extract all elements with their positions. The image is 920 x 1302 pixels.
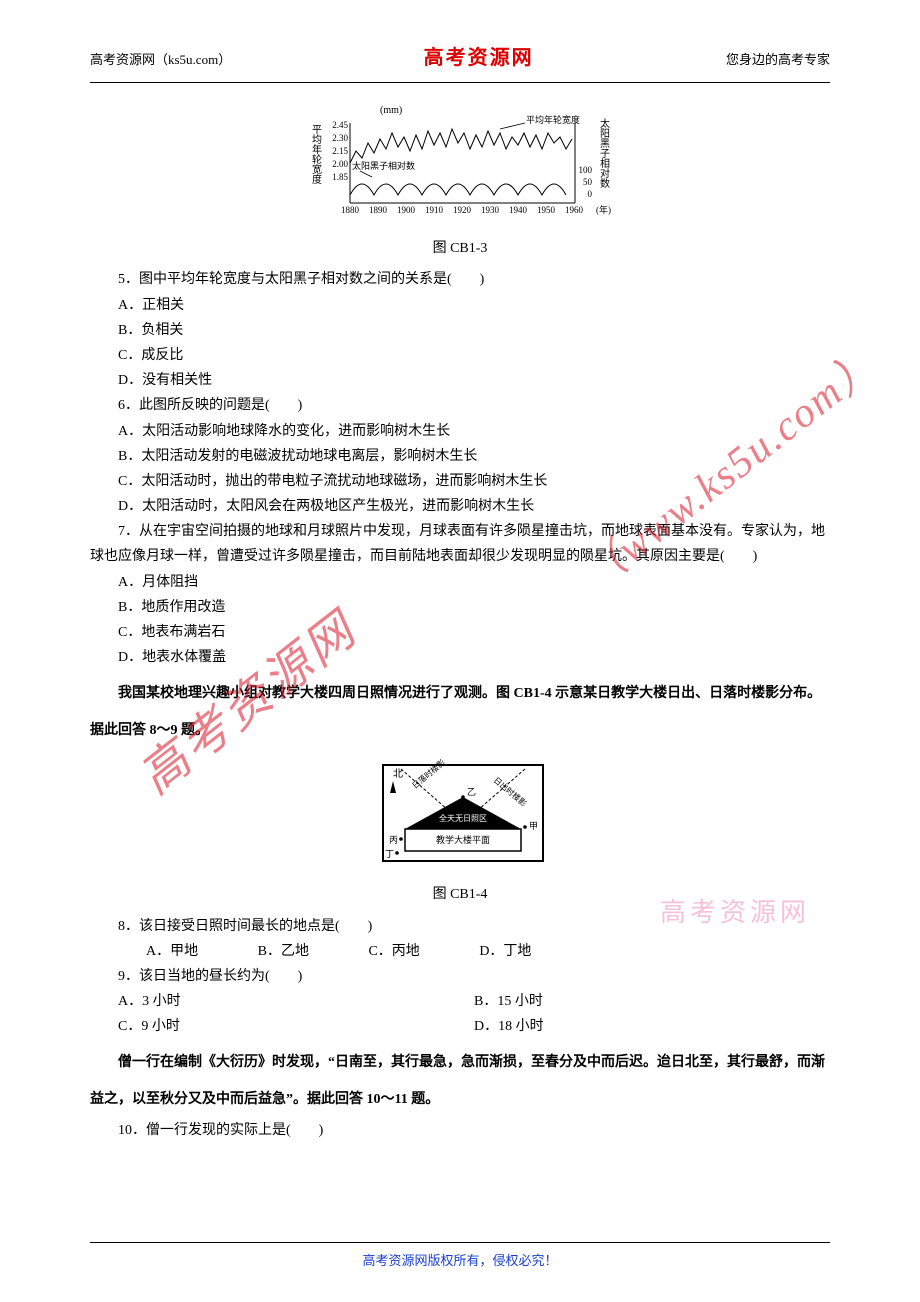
q9-d: D．18 小时: [474, 1014, 830, 1039]
q6-stem: 6．此图所反映的问题是( ): [90, 393, 830, 418]
q9-b: B．15 小时: [474, 989, 830, 1014]
chart-label-top: 平均年轮宽度: [526, 114, 580, 125]
chart-yr-1: 50: [583, 177, 593, 187]
q7-c: C．地表布满岩石: [90, 620, 830, 645]
q5-a: A．正相关: [90, 293, 830, 318]
building-label: 教学大楼平面: [436, 834, 490, 845]
q9-c: C．9 小时: [118, 1014, 474, 1039]
q8-b: B．乙地: [230, 939, 309, 964]
chart-series-ring: [350, 129, 572, 163]
q5-d: D．没有相关性: [90, 368, 830, 393]
page: （www.ks5u.com） 高考资源网 高考资源网 高考资源网（ks5u.co…: [0, 0, 920, 1302]
q8-a: A．甲地: [118, 939, 198, 964]
chart-x-6: 1940: [509, 205, 528, 215]
q6-a: A．太阳活动影响地球降水的变化，进而影响树木生长: [90, 419, 830, 444]
diagram-svg: 北 全天无日照区 教学大楼平面 日落时楼影 日出时楼影 乙 甲 丙 丁: [365, 759, 555, 869]
chart-svg: (mm) 平均年轮宽度 2.45 2.30 2.15 2.00 1.85 太阳黑…: [300, 103, 620, 223]
q9-a: A．3 小时: [118, 989, 474, 1014]
q8-opts: A．甲地 B．乙地 C．丙地 D．丁地: [90, 939, 830, 964]
pt-yi: 乙: [467, 787, 476, 797]
chart-cb1-3: (mm) 平均年轮宽度 2.45 2.30 2.15 2.00 1.85 太阳黑…: [90, 103, 830, 232]
dark-region: [405, 797, 521, 829]
diagram-caption: 图 CB1-4: [90, 882, 830, 907]
chart-caption-1: 图 CB1-3: [90, 236, 830, 261]
chart-x-1: 1890: [369, 205, 388, 215]
chart-x-2: 1900: [397, 205, 416, 215]
chart-yleft-label: 平均年轮宽度: [312, 125, 322, 186]
chart-x-8: 1960: [565, 205, 584, 215]
q7-b: B．地质作用改造: [90, 595, 830, 620]
chart-series-sunspot: [350, 184, 566, 195]
chart-label-bottom: 太阳黑子相对数: [352, 160, 415, 171]
pt-bing: 丙: [389, 835, 398, 845]
intro-1011: 僧一行在编制《大衍历》时发现，“日南至，其行最急，急而渐损，至春分及中而后迟。迨…: [90, 1045, 830, 1118]
diagram-cb1-4: 北 全天无日照区 教学大楼平面 日落时楼影 日出时楼影 乙 甲 丙 丁: [90, 759, 830, 878]
q8-d: D．丁地: [451, 939, 531, 964]
intro-89: 我国某校地理兴趣小组对教学大楼四周日照情况进行了观测。图 CB1-4 示意某日教…: [90, 676, 830, 749]
header-right: 您身边的高考专家: [726, 48, 830, 71]
page-footer: 高考资源网版权所有，侵权必究！: [90, 1242, 830, 1272]
annot-right: 日出时楼影: [492, 775, 529, 808]
q6-d: D．太阳活动时，太阳风会在两极地区产生极光，进而影响树木生长: [90, 494, 830, 519]
page-header: 高考资源网（ks5u.com） 高考资源网 您身边的高考专家: [90, 40, 830, 83]
chart-yl-4: 1.85: [332, 172, 348, 182]
q5-b: B．负相关: [90, 318, 830, 343]
chart-xlabel: (年): [596, 204, 611, 215]
q10-stem: 10．僧一行发现的实际上是( ): [90, 1118, 830, 1143]
chart-yl-3: 2.00: [332, 159, 348, 169]
chart-yl-1: 2.30: [332, 133, 348, 143]
q6-b: B．太阳活动发射的电磁波扰动地球电离层，影响树木生长: [90, 444, 830, 469]
q9-stem: 9．该日当地的昼长约为( ): [90, 964, 830, 989]
north-arrow-icon: [390, 781, 396, 793]
chart-x-7: 1950: [537, 205, 556, 215]
annot-left: 日落时楼影: [410, 759, 447, 791]
chart-x-5: 1930: [481, 205, 500, 215]
q7-stem: 7．从在宇宙空间拍摄的地球和月球照片中发现，月球表面有许多陨星撞击坑，而地球表面…: [90, 519, 830, 569]
header-center: 高考资源网: [424, 40, 534, 76]
q8-stem: 8．该日接受日照时间最长的地点是( ): [90, 914, 830, 939]
dark-region-label: 全天无日照区: [439, 813, 487, 823]
pt-ding: 丁: [385, 849, 394, 859]
chart-x-0: 1880: [341, 205, 360, 215]
chart-yl-0: 2.45: [332, 120, 348, 130]
q5-c: C．成反比: [90, 343, 830, 368]
q5-stem: 5．图中平均年轮宽度与太阳黑子相对数之间的关系是( ): [90, 267, 830, 292]
q8-c: C．丙地: [340, 939, 419, 964]
chart-yr-2: 0: [588, 189, 593, 199]
chart-yr-0: 100: [579, 165, 593, 175]
chart-unit: (mm): [380, 105, 402, 116]
q6-c: C．太阳活动时，抛出的带电粒子流扰动地球磁场，进而影响树木生长: [90, 469, 830, 494]
q7-d: D．地表水体覆盖: [90, 645, 830, 670]
chart-yl-2: 2.15: [332, 146, 348, 156]
chart-x-3: 1910: [425, 205, 444, 215]
chart-yright-label: 太阳黑子相对数: [600, 117, 610, 190]
chart-x-4: 1920: [453, 205, 472, 215]
q7-a: A．月体阻挡: [90, 570, 830, 595]
header-left: 高考资源网（ks5u.com）: [90, 48, 231, 71]
pt-jia: 甲: [529, 821, 538, 831]
